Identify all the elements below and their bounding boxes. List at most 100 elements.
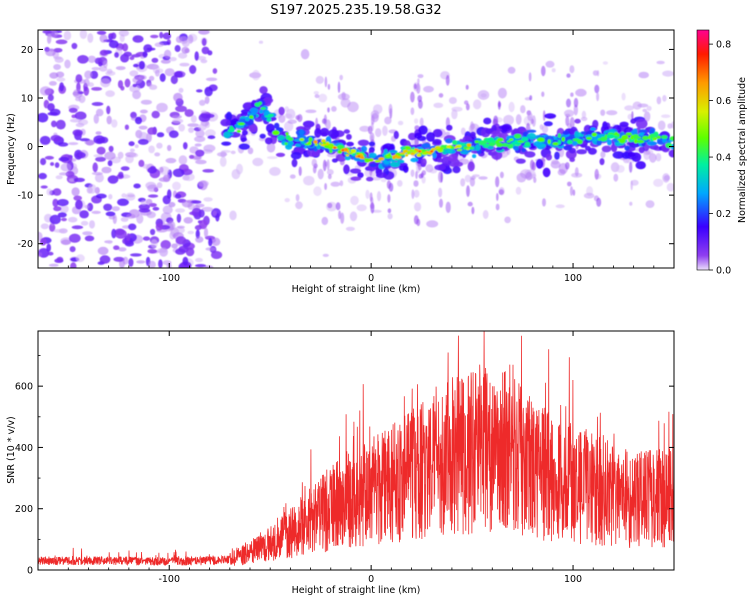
spectrogram-blob [71,225,84,230]
spectrogram-blobs [38,30,674,268]
spectrogram-blob [238,143,250,150]
spectrogram-blob [134,116,143,125]
spectrogram-blob [237,122,245,126]
spectrogram-blob [581,110,587,119]
spectrogram-blob [472,174,480,178]
spectrogram-blob [320,127,330,137]
spectrogram-blob [120,166,130,171]
spectrogram-blob [415,171,418,179]
spectrogram-blob [148,194,159,198]
spectrogram-blob [194,51,199,61]
spectrogram-blob [266,156,278,160]
spectrogram-blob [504,216,511,224]
spectrogram-blob [325,136,332,143]
spectrogram-blob [544,113,557,119]
spectrogram-blob [341,91,346,100]
spectrogram-blob [350,195,359,206]
spectrogram-blob [108,145,114,153]
spectrogram-blob [345,154,350,157]
spectrogram-blob [130,152,139,158]
spectrogram-blob [495,142,503,148]
spectrogram-blob [252,157,264,167]
spectrogram-blob [635,161,646,170]
spectrogram-blob [249,115,254,119]
spectrogram-blob [298,166,302,176]
spectrogram-blob [515,186,522,195]
spectrogram-blob [574,131,580,138]
spectrogram-blob [440,172,443,183]
spectrogram-blob [221,141,232,146]
spectrogram-blob [167,220,176,231]
spectrogram-blob [357,139,370,146]
spectrogram-blob [104,151,116,160]
spectrogram-blob [129,84,141,93]
spectrogram-blob [387,194,391,203]
spectrogram-blob [75,122,85,128]
spectrogram-blob [56,256,64,263]
spectrogram-blob [247,147,254,155]
spectrogram-blob [423,85,434,93]
spectrogram-blob [38,231,43,241]
spectrogram-blob [596,70,600,77]
spectrogram-blob [95,131,102,135]
spectrogram-blob [552,142,560,146]
spectrogram-blob [653,131,659,137]
spectrogram-blob [113,245,120,250]
spectrogram-blob [55,39,68,45]
spectrogram-blob [557,169,566,176]
spectrogram-blob [304,124,311,131]
spectrogram-blob [227,129,235,133]
spectrogram-blob [106,68,113,75]
spectrogram-blob [341,149,345,152]
spectrogram-blob [360,145,368,153]
spectrogram-blob [369,203,375,209]
spectrogram-blob [533,177,537,183]
spectrogram-blob [90,70,99,79]
spectrogram-blob [55,119,66,130]
spectrogram-blob [646,105,652,111]
spectrogram-blob [106,115,112,125]
spectrogram-blob [171,243,178,249]
spectrogram-blob [138,203,150,211]
spectrogram-blob [348,152,353,155]
spectrogram-blob [107,175,119,184]
snr-x-tick-label: 100 [564,574,582,585]
spectrogram-blob [470,121,474,132]
spectrogram-blob [333,140,339,144]
spectrogram-blob [88,184,97,194]
spectrogram-blob [346,133,352,140]
spectrogram-blob [498,125,511,130]
spectrogram-blob [208,238,213,247]
spectrogram-blob [138,60,145,70]
spectrogram-blob [284,198,290,203]
spectrogram-blob [240,137,248,142]
spectrogram-blob [634,136,642,139]
spectrogram-blob [345,226,355,231]
spectrogram-blob [648,141,658,146]
spectrogram-blob [189,154,195,159]
spectrogram-blob [212,68,218,74]
spectrogram-blob [346,141,354,147]
spectrogram-blob [528,72,532,82]
spectrogram-blob [95,193,107,199]
snr-series-line [38,331,674,566]
spectrogram-blob [663,175,670,182]
spectrogram-blob [413,180,419,187]
spectrogram-blob [164,68,175,77]
spectrogram-blob [172,168,185,178]
spectrogram-blob [130,253,142,257]
spectrogram-blob [399,152,406,155]
spectrogram-blob [497,87,507,99]
spectrogram-blob [259,133,266,139]
spectrogram-blob [120,86,125,91]
spectrogram-blob [496,193,499,201]
spectrogram-blob [466,185,470,198]
spectrogram-blob [68,178,75,182]
spectrogram-blob [242,130,248,136]
spectrogram-blob [251,69,261,81]
spectrogram-blob [162,32,172,40]
spectrogram-blob [507,66,516,74]
spectrogram-blob [171,115,182,119]
